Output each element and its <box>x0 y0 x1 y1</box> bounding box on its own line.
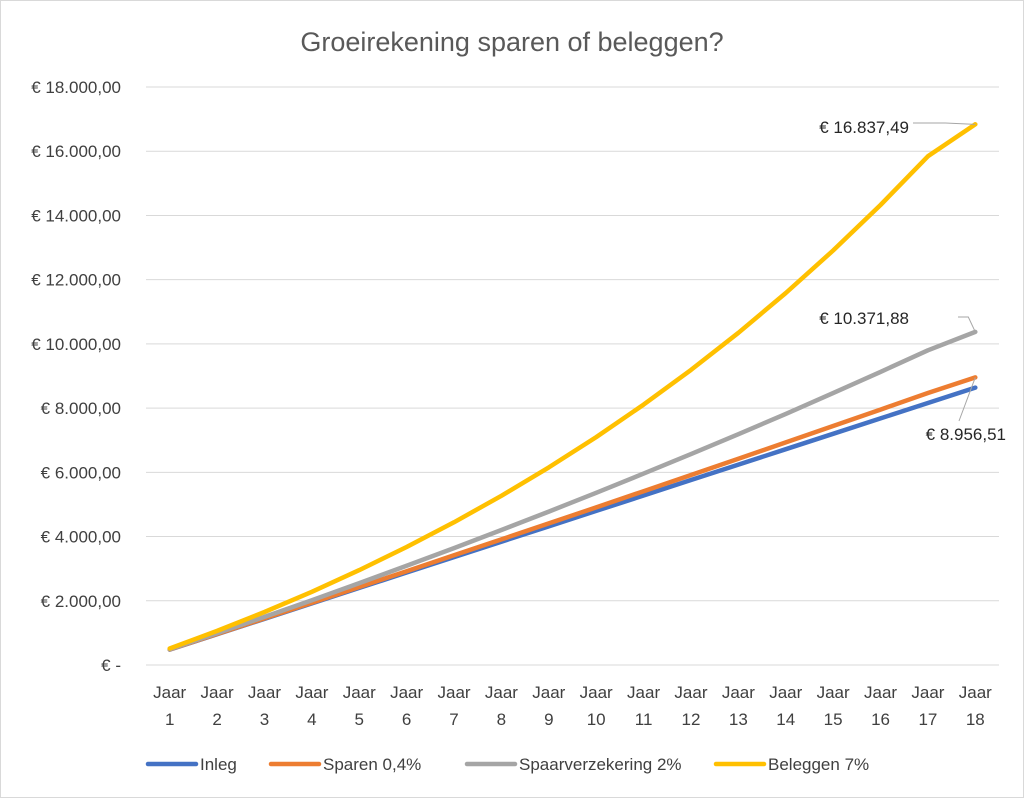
x-tick-label: Jaar <box>437 683 470 702</box>
x-tick-label: 15 <box>824 710 843 729</box>
x-tick-label: Jaar <box>248 683 281 702</box>
x-tick-label: Jaar <box>580 683 613 702</box>
x-tick-label: 4 <box>307 710 316 729</box>
legend-label: Beleggen 7% <box>768 755 869 774</box>
x-tick-label: 11 <box>635 710 653 729</box>
y-tick-label: € 10.000,00 <box>31 335 121 354</box>
legend-item: Spaarverzekering 2% <box>464 755 682 774</box>
x-tick-label: 1 <box>165 710 174 729</box>
y-tick-label: € 12.000,00 <box>31 271 121 290</box>
series-lines <box>167 122 978 652</box>
leader-line <box>913 122 976 125</box>
x-tick-label: Jaar <box>343 683 376 702</box>
legend-label: Inleg <box>200 755 237 774</box>
data-label: € 16.837,49 <box>819 118 909 137</box>
x-tick-label: Jaar <box>153 683 186 702</box>
x-tick-label: 17 <box>918 710 937 729</box>
x-tick-label: 10 <box>587 710 606 729</box>
x-tick-label: Jaar <box>390 683 423 702</box>
x-tick-label: Jaar <box>201 683 234 702</box>
y-tick-label: € 6.000,00 <box>41 463 121 482</box>
x-tick-label: Jaar <box>674 683 707 702</box>
x-tick-label: 16 <box>871 710 890 729</box>
legend-item: Inleg <box>145 755 237 774</box>
y-axis-ticks: € - € 2.000,00 € 4.000,00 € 6.000,00 € 8.000… <box>31 78 121 675</box>
data-labels: € 16.837,49 € 10.371,88 € 8.956,51 <box>819 118 1006 444</box>
data-label-group: € 16.837,49 <box>819 118 976 137</box>
y-tick-label: € 8.000,00 <box>41 399 121 418</box>
x-tick-label: 3 <box>260 710 269 729</box>
y-tick-label: € 4.000,00 <box>41 528 121 547</box>
x-tick-label: Jaar <box>817 683 850 702</box>
leader-line <box>958 316 976 333</box>
x-tick-label: 14 <box>776 710 795 729</box>
x-tick-label: 8 <box>497 710 506 729</box>
x-tick-label: 12 <box>682 710 701 729</box>
x-tick-label: 18 <box>966 710 985 729</box>
y-tick-label: € 18.000,00 <box>31 78 121 97</box>
x-tick-label: Jaar <box>627 683 660 702</box>
chart-title: Groeirekening sparen of beleggen? <box>300 27 723 57</box>
x-axis-ticks: Jaar 1 Jaar 2 Jaar 3 Jaar 4 Jaar 5 Jaar 6 Jaar 7 Jaar 8… <box>153 683 992 729</box>
y-tick-label: € - <box>101 656 121 675</box>
x-tick-label: 7 <box>449 710 458 729</box>
series-line <box>167 122 978 651</box>
legend: Inleg Sparen 0,4% Spaarverzekering 2% Beleg… <box>145 755 869 774</box>
y-tick-label: € 14.000,00 <box>31 206 121 225</box>
x-tick-label: Jaar <box>769 683 802 702</box>
x-tick-label: Jaar <box>485 683 518 702</box>
x-tick-label: 9 <box>544 710 553 729</box>
y-tick-label: € 2.000,00 <box>41 592 121 611</box>
x-tick-label: 2 <box>212 710 221 729</box>
series-line <box>167 329 978 652</box>
data-label: € 10.371,88 <box>819 309 909 328</box>
x-tick-label: 5 <box>355 710 364 729</box>
legend-label: Spaarverzekering 2% <box>519 755 682 774</box>
x-tick-label: Jaar <box>911 683 944 702</box>
legend-label: Sparen 0,4% <box>323 755 421 774</box>
legend-item: Sparen 0,4% <box>268 755 421 774</box>
y-tick-label: € 16.000,00 <box>31 142 121 161</box>
x-tick-label: Jaar <box>722 683 755 702</box>
legend-item: Beleggen 7% <box>713 755 869 774</box>
leader-line <box>958 377 976 422</box>
x-tick-label: Jaar <box>295 683 328 702</box>
x-tick-label: 13 <box>729 710 748 729</box>
x-tick-label: 6 <box>402 710 411 729</box>
x-tick-label: Jaar <box>959 683 992 702</box>
x-tick-label: Jaar <box>532 683 565 702</box>
x-tick-label: Jaar <box>864 683 897 702</box>
data-label-group: € 10.371,88 <box>819 309 976 333</box>
data-label: € 8.956,51 <box>926 425 1006 444</box>
data-label-group: € 8.956,51 <box>926 377 1006 444</box>
